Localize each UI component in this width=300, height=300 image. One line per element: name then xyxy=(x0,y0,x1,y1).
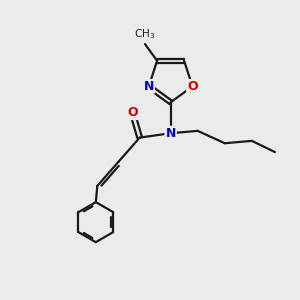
Text: N: N xyxy=(144,80,154,93)
Text: N: N xyxy=(165,127,176,140)
Text: O: O xyxy=(187,80,198,93)
Text: O: O xyxy=(127,106,138,119)
Text: CH$_3$: CH$_3$ xyxy=(134,27,156,40)
